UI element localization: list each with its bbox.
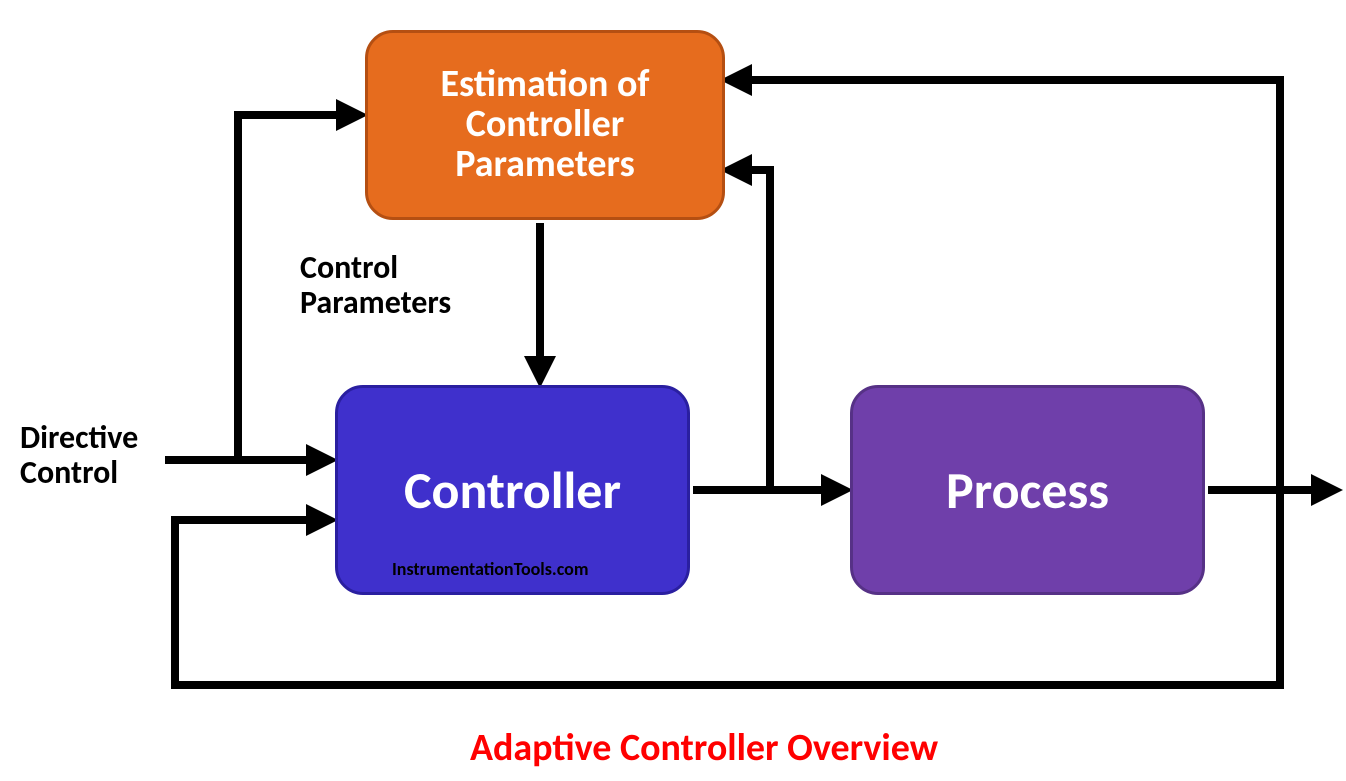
estimator-node: Estimation ofControllerParameters bbox=[365, 30, 725, 220]
directive-control-label: DirectiveControl bbox=[20, 420, 138, 490]
watermark-label: InstrumentationTools.com bbox=[392, 558, 588, 580]
process-label: Process bbox=[946, 463, 1109, 518]
edge-controller-branch-up-to-estimator bbox=[728, 170, 770, 490]
control-parameters-label: ControlParameters bbox=[300, 250, 451, 320]
controller-label: Controller bbox=[404, 463, 621, 518]
diagram-title-text: Adaptive Controller Overview bbox=[470, 725, 938, 771]
watermark-text: InstrumentationTools.com bbox=[392, 558, 588, 580]
diagram-title: Adaptive Controller Overview bbox=[470, 725, 938, 771]
estimator-label: Estimation ofControllerParameters bbox=[441, 65, 650, 185]
control-parameters-text: ControlParameters bbox=[300, 248, 451, 322]
directive-control-text: DirectiveControl bbox=[20, 418, 138, 492]
process-node: Process bbox=[850, 385, 1205, 595]
